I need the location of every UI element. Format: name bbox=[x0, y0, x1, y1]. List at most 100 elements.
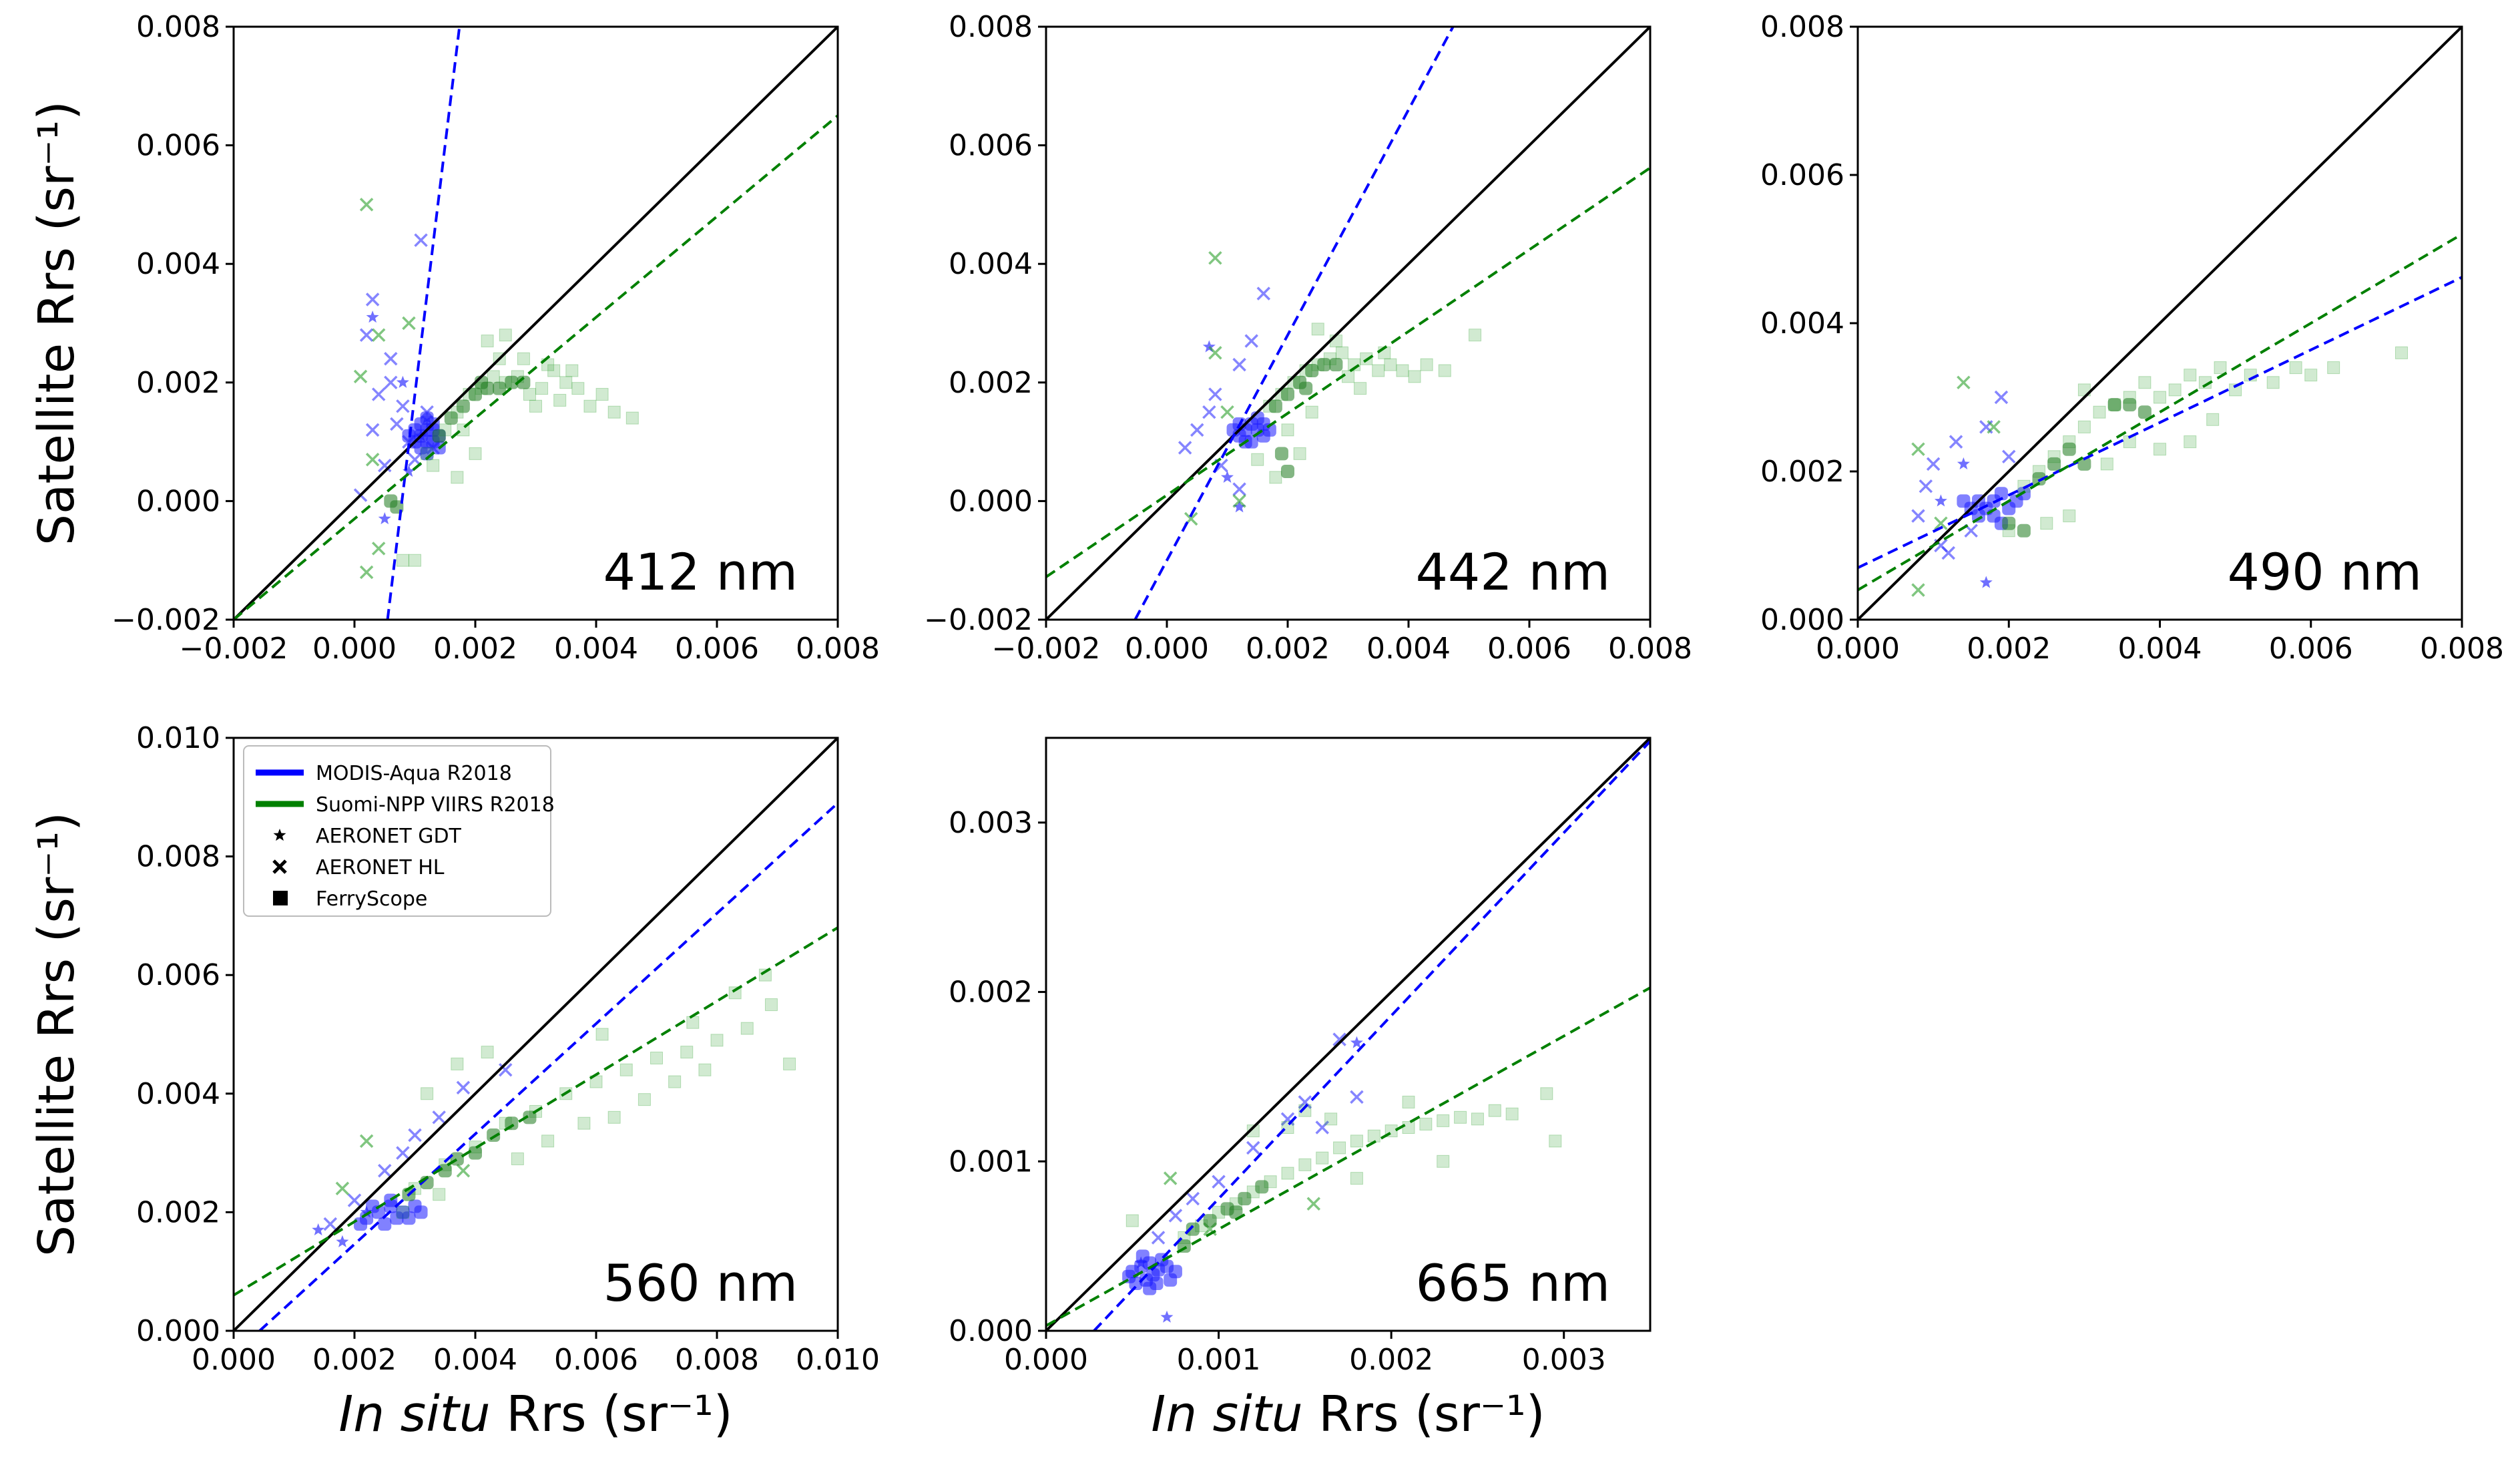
data-point bbox=[432, 1110, 446, 1124]
data-point bbox=[541, 1134, 555, 1148]
y-tick-label: 0.010 bbox=[136, 721, 220, 755]
series-circle bbox=[384, 375, 531, 514]
data-point bbox=[1367, 1129, 1380, 1142]
data-point bbox=[2107, 398, 2121, 412]
x-tick-label: 0.004 bbox=[2118, 632, 2202, 666]
data-point bbox=[1384, 358, 1397, 371]
series-star bbox=[1202, 340, 1246, 513]
data-point bbox=[595, 388, 609, 401]
data-point bbox=[1246, 1140, 1260, 1155]
data-point bbox=[2002, 516, 2016, 530]
data-point bbox=[499, 1063, 513, 1077]
data-point bbox=[414, 441, 428, 455]
series-x bbox=[353, 198, 416, 580]
data-point bbox=[710, 1034, 724, 1047]
data-point bbox=[427, 459, 440, 472]
x-tick-label: 0.008 bbox=[2420, 632, 2504, 666]
data-point bbox=[1994, 487, 2008, 501]
data-point bbox=[698, 1063, 712, 1076]
x-tick-label: 0.001 bbox=[1177, 1343, 1261, 1377]
y-tick-label: 0.008 bbox=[136, 10, 220, 44]
x-axis-label: In situ Rrs (sr⁻¹) bbox=[338, 1386, 732, 1443]
data-point bbox=[529, 399, 542, 413]
y-tick-label: 0.008 bbox=[136, 840, 220, 874]
data-point bbox=[1251, 453, 1264, 466]
data-point bbox=[1293, 447, 1306, 460]
data-point bbox=[1255, 1180, 1269, 1194]
data-point bbox=[1316, 1151, 1329, 1165]
plot-area bbox=[234, 27, 838, 620]
data-point bbox=[421, 1087, 434, 1100]
x-tick-label: 0.010 bbox=[796, 1343, 880, 1377]
y-tick-label: 0.004 bbox=[136, 247, 220, 281]
data-point bbox=[312, 1223, 325, 1236]
y-axis-label: Satellite Rrs (sr⁻¹) bbox=[28, 101, 85, 546]
data-point bbox=[1505, 1107, 1519, 1120]
data-point bbox=[1350, 1036, 1363, 1048]
data-point bbox=[335, 1181, 350, 1196]
data-point bbox=[384, 375, 398, 390]
data-point bbox=[1972, 509, 1985, 523]
x-tick-label: 0.000 bbox=[192, 1343, 276, 1377]
series-x bbox=[335, 1134, 471, 1196]
data-point bbox=[607, 405, 621, 419]
data-point bbox=[487, 370, 500, 383]
x-tick-label: 0.006 bbox=[2269, 632, 2353, 666]
x-tick-label: 0.008 bbox=[796, 632, 880, 666]
data-point bbox=[1299, 381, 1313, 395]
data-point bbox=[456, 1164, 471, 1178]
data-point bbox=[1281, 387, 1294, 401]
data-point bbox=[1229, 1205, 1243, 1219]
data-point bbox=[783, 1057, 796, 1070]
x-tick-label: −0.002 bbox=[180, 632, 288, 666]
data-point bbox=[408, 1128, 422, 1142]
data-point bbox=[2168, 383, 2182, 397]
cross-icon bbox=[272, 859, 287, 874]
data-point bbox=[456, 399, 470, 413]
data-point bbox=[365, 453, 380, 467]
data-point bbox=[451, 471, 464, 484]
y-tick-label: 0.002 bbox=[136, 366, 220, 400]
y-tick-label: 0.003 bbox=[949, 806, 1033, 840]
x-tick-label: 0.002 bbox=[433, 632, 517, 666]
legend-label: Suomi-NPP VIIRS R2018 bbox=[316, 793, 555, 817]
legend-label: FerryScope bbox=[316, 887, 427, 911]
data-point bbox=[444, 411, 458, 425]
data-point bbox=[577, 1116, 591, 1130]
data-point bbox=[456, 1080, 471, 1095]
data-point bbox=[384, 352, 398, 366]
legend-item: MODIS-Aqua R2018 bbox=[256, 762, 512, 785]
data-point bbox=[1471, 1112, 1484, 1126]
data-point bbox=[1329, 358, 1343, 372]
y-tick-label: 0.001 bbox=[949, 1144, 1033, 1179]
data-point bbox=[1233, 500, 1246, 513]
data-point bbox=[1987, 420, 2001, 434]
plot-area bbox=[234, 738, 838, 1331]
data-point bbox=[354, 1217, 368, 1231]
data-point bbox=[396, 399, 410, 413]
series-square bbox=[1125, 1087, 1562, 1244]
data-point bbox=[1402, 1095, 1415, 1108]
data-point bbox=[390, 1211, 404, 1225]
data-point bbox=[433, 1188, 446, 1201]
data-point bbox=[1208, 387, 1222, 401]
y-tick-label: 0.004 bbox=[136, 1077, 220, 1111]
data-point bbox=[686, 1016, 700, 1029]
data-point bbox=[1212, 1175, 1226, 1189]
data-point bbox=[571, 382, 585, 395]
data-point bbox=[1202, 340, 1216, 353]
data-point bbox=[493, 381, 507, 395]
data-point bbox=[432, 429, 446, 443]
data-point bbox=[396, 1146, 410, 1160]
data-point bbox=[607, 1110, 621, 1124]
data-point bbox=[2077, 420, 2091, 433]
data-point bbox=[1437, 1155, 1450, 1168]
data-point bbox=[565, 364, 579, 377]
data-point bbox=[583, 399, 597, 413]
data-point bbox=[1350, 1090, 1364, 1104]
data-point bbox=[1934, 494, 1947, 507]
series-star bbox=[1934, 457, 1993, 588]
data-point bbox=[1256, 429, 1270, 443]
data-point bbox=[2138, 376, 2152, 389]
data-point bbox=[353, 369, 368, 384]
